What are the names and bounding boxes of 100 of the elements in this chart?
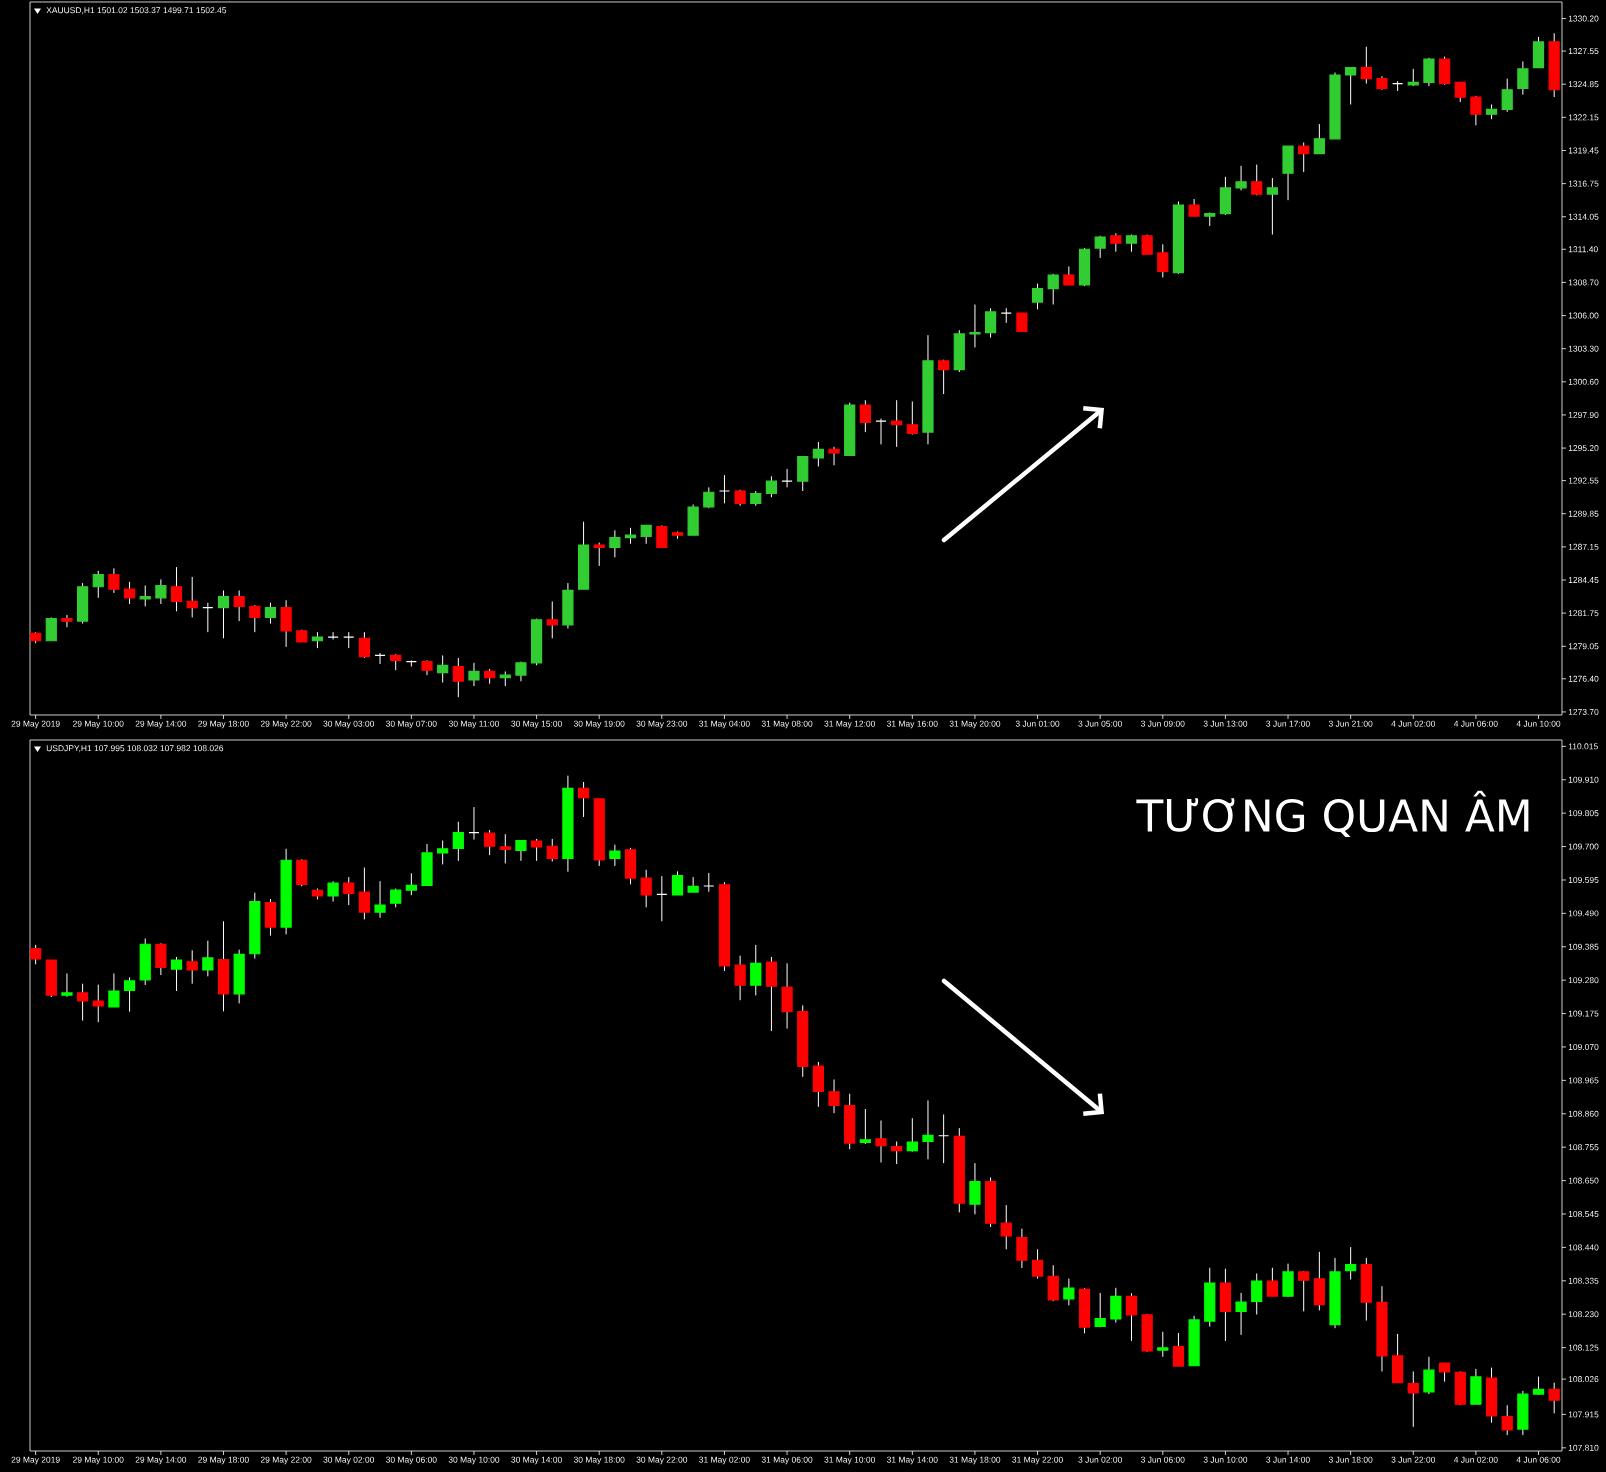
candlestick (233, 589, 245, 622)
candlestick (1031, 283, 1044, 310)
candlestick (1392, 80, 1404, 92)
candlestick (155, 942, 167, 976)
y-tick-label: 107.810 (1568, 1444, 1599, 1451)
candlestick (92, 570, 104, 599)
x-tick-label: 29 May 14:00 (135, 1456, 187, 1465)
x-tick-label: 31 May 10:00 (824, 1456, 876, 1465)
candlestick (186, 949, 198, 985)
candlestick (186, 576, 198, 618)
candlestick (358, 867, 370, 920)
candlestick (671, 870, 684, 896)
x-tick-label: 4 Jun 06:00 (1453, 720, 1498, 727)
candlestick (437, 654, 449, 683)
x-tick-label: 3 Jun 13:00 (1203, 720, 1248, 727)
candlestick (1251, 164, 1263, 196)
y-tick-label: 109.700 (1568, 843, 1599, 850)
candlestick (61, 973, 73, 998)
candlestick (530, 838, 543, 862)
y-tick-label: 108.860 (1568, 1110, 1599, 1117)
y-tick-label: 109.595 (1568, 876, 1599, 883)
y-tick-label: 107.915 (1568, 1411, 1599, 1418)
y-tick-label: 109.280 (1568, 977, 1599, 984)
candlestick (906, 1117, 918, 1153)
y-tick-label: 1308.70 (1568, 279, 1599, 286)
candlestick (875, 1119, 887, 1163)
x-tick-label: 3 Jun 22:00 (1391, 1456, 1436, 1463)
candlestick (609, 529, 621, 558)
x-tick-label: 30 May 11:00 (448, 720, 499, 729)
y-tick-label: 108.026 (1568, 1376, 1599, 1383)
x-tick-label: 31 May 06:00 (761, 1456, 813, 1465)
y-tick-label: 1306.00 (1568, 312, 1599, 319)
candlestick (1423, 57, 1435, 87)
candlestick (1298, 1270, 1310, 1312)
x-tick-label: 30 May 10:00 (448, 1456, 500, 1465)
y-tick-label: 108.965 (1568, 1077, 1599, 1084)
candlestick (405, 659, 417, 668)
candlestick (499, 833, 511, 864)
x-tick-label: 31 May 04:00 (699, 720, 750, 729)
candlestick (765, 475, 778, 498)
x-tick-label: 30 May 03:00 (323, 720, 375, 729)
candlestick (577, 781, 590, 818)
candlestick (1360, 46, 1372, 85)
x-tick-label: 31 May 22:00 (1012, 1456, 1063, 1465)
x-tick-label: 31 May 14:00 (886, 1456, 938, 1465)
candlestick (327, 880, 339, 903)
candlestick (984, 307, 997, 339)
candlestick (938, 1113, 950, 1164)
candlestick (452, 657, 464, 698)
y-tick-label: 108.755 (1568, 1144, 1599, 1151)
y-tick-label: 109.385 (1568, 943, 1599, 950)
x-tick-label: 31 May 02:00 (699, 1456, 750, 1465)
x-tick-label: 29 May 10:00 (73, 1456, 124, 1465)
candlestick (249, 604, 261, 633)
candlestick (718, 474, 731, 504)
candlestick (1063, 1278, 1075, 1306)
y-tick-label: 1289.85 (1568, 510, 1599, 517)
y-tick-label: 1330.20 (1568, 15, 1599, 22)
candlestick (734, 955, 746, 1001)
candlestick (139, 585, 151, 607)
y-tick-label: 1322.15 (1568, 114, 1599, 121)
candlestick (280, 599, 292, 648)
candlestick (781, 468, 793, 488)
candlestick (969, 303, 981, 348)
candlestick (155, 578, 167, 605)
x-tick-label: 29 May 2019 (11, 720, 60, 729)
candlestick (1345, 1246, 1357, 1281)
candlestick (76, 983, 89, 1022)
y-tick-label: 109.805 (1568, 810, 1599, 817)
candlestick (374, 880, 386, 919)
candlestick (1454, 81, 1466, 103)
x-tick-label: 4 Jun 02:00 (1453, 1456, 1498, 1463)
candlestick (593, 542, 605, 567)
y-tick-label: 1303.30 (1568, 345, 1599, 352)
candlestick (327, 631, 339, 641)
candlestick (1501, 1404, 1513, 1436)
candlestick (45, 616, 57, 642)
candlestick (906, 400, 918, 436)
x-tick-label: 3 Jun 06:00 (1140, 1456, 1185, 1463)
candlestick (1235, 165, 1247, 191)
candlestick (969, 1162, 981, 1215)
y-tick-label: 109.175 (1568, 1010, 1599, 1017)
x-tick-label: 29 May 22:00 (260, 1456, 312, 1465)
candlestick (859, 399, 871, 433)
x-tick-label: 31 May 12:00 (824, 720, 876, 729)
candlestick (108, 567, 120, 594)
candlestick (468, 662, 480, 687)
x-tick-label: 3 Jun 17:00 (1266, 720, 1310, 727)
candlestick (1470, 95, 1482, 126)
y-tick-label: 1279.05 (1568, 643, 1599, 650)
y-tick-label: 1284.45 (1568, 577, 1599, 583)
x-tick-label: 30 May 22:00 (636, 1456, 688, 1465)
x-tick-label: 3 Jun 18:00 (1328, 1456, 1373, 1463)
candlestick (1298, 142, 1310, 173)
y-tick-label: 108.230 (1568, 1311, 1599, 1318)
candlestick (609, 844, 621, 867)
candlestick (170, 566, 183, 612)
x-tick-label: 3 Jun 21:00 (1328, 720, 1373, 727)
x-tick-label: 3 Jun 09:00 (1140, 720, 1185, 727)
candlestick (828, 446, 840, 466)
